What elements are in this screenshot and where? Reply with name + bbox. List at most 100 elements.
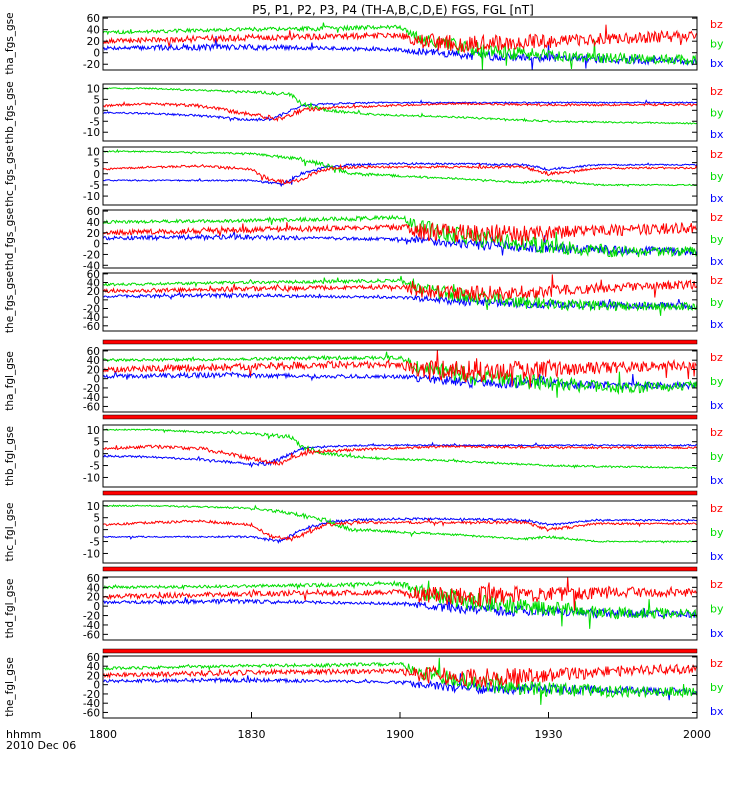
series-line-bz — [103, 517, 697, 542]
date-label: 2010 Dec 06 — [6, 739, 76, 752]
y-tick-label: -40 — [83, 392, 100, 404]
y-axis-label: thd_fgl_gse — [4, 579, 16, 639]
series-group — [103, 657, 697, 705]
y-tick-label: 0 — [93, 601, 100, 613]
series-line-bx — [103, 99, 697, 122]
y-tick-label: -40 — [83, 620, 100, 632]
y-tick-label: 20 — [87, 364, 100, 376]
y-tick-label: -60 — [83, 707, 100, 719]
y-tick-label: -20 — [83, 689, 100, 701]
y-axis-label: thd_fgs_gse — [4, 208, 16, 270]
y-axis-label: the_fgl_gse — [4, 657, 16, 717]
panel-frame — [102, 500, 698, 564]
series-line-by — [103, 428, 697, 470]
y-tick-label: 20 — [87, 592, 100, 604]
series-line-by — [103, 214, 697, 258]
series-group — [103, 22, 697, 70]
y-tick-label: -20 — [83, 303, 100, 315]
panel-frame — [102, 209, 698, 269]
legend-bx: bx — [710, 550, 724, 563]
legend-bx: bx — [710, 627, 724, 640]
y-axis-label: thb_fgs_gse — [4, 81, 16, 143]
series-line-bx — [103, 517, 697, 545]
series-group — [103, 148, 697, 188]
series-group — [103, 577, 697, 629]
flag-bar — [102, 566, 698, 572]
flag-bar — [102, 414, 698, 420]
flag-bar — [102, 648, 698, 654]
series-group — [103, 214, 697, 258]
series-line-bx — [103, 161, 697, 188]
panel-frame — [102, 146, 698, 206]
series-group — [103, 350, 697, 398]
series-line-by — [103, 148, 697, 188]
series-line-bz — [103, 100, 697, 122]
y-tick-label: -5 — [90, 537, 100, 549]
panel-frame — [102, 83, 698, 142]
x-tick-label: 1930 — [535, 728, 563, 741]
series-line-by — [103, 657, 697, 705]
series-line-by — [103, 579, 697, 629]
series-group — [103, 87, 697, 125]
x-tick-label: 1830 — [238, 728, 266, 741]
series-line-bz — [103, 24, 697, 54]
y-tick-label: -5 — [90, 461, 100, 473]
y-tick-label: 40 — [87, 661, 100, 673]
legend-bz: bz — [710, 274, 723, 287]
time-axis: 1800 1830 1900 1930 2000 — [89, 712, 711, 741]
series-line-bx — [103, 230, 697, 257]
y-axis-label: tha_fgs_gse — [4, 12, 16, 74]
y-axis-label: tha_fgl_gse — [4, 351, 16, 411]
legend-by: by — [710, 603, 724, 616]
legend-bx: bx — [710, 192, 724, 205]
y-tick-label: 0 — [93, 105, 100, 117]
y-tick-label: -5 — [90, 180, 100, 192]
legend-bz: bz — [710, 578, 723, 591]
series-group — [103, 274, 697, 316]
y-tick-label: 0 — [93, 239, 100, 251]
time-axis-row-label: hhmm — [6, 728, 41, 741]
series-line-bz — [103, 663, 697, 688]
flag-bar — [102, 339, 698, 345]
y-axis-label: thc_fgl_gse — [4, 503, 16, 562]
series-line-by — [103, 351, 697, 398]
y-tick-label: -5 — [90, 116, 100, 128]
y-tick-label: 5 — [93, 437, 100, 449]
series-line-bx — [103, 370, 697, 391]
y-tick-label: -40 — [83, 260, 100, 272]
series-line-bz — [103, 350, 697, 388]
legend-bz: bz — [710, 18, 723, 31]
x-tick-label: 1800 — [89, 728, 117, 741]
y-tick-label: 0 — [93, 48, 100, 60]
panel-frame — [102, 349, 698, 413]
legend-by: by — [710, 233, 724, 246]
y-tick-label: 5 — [93, 94, 100, 106]
y-tick-label: 0 — [93, 680, 100, 692]
y-tick-label: 5 — [93, 158, 100, 170]
series-line-bx — [103, 441, 697, 468]
legend-bz: bz — [710, 426, 723, 439]
legend-bz: bz — [710, 148, 723, 161]
series-line-bx — [103, 290, 697, 311]
y-tick-label: 0 — [93, 169, 100, 181]
y-tick-label: 60 — [87, 573, 100, 585]
legend-by: by — [710, 107, 724, 120]
x-tick-label: 1900 — [386, 728, 414, 741]
y-tick-label: 60 — [87, 652, 100, 664]
legend-bz: bz — [710, 657, 723, 670]
y-tick-label: 60 — [87, 13, 100, 25]
y-tick-label: 20 — [87, 228, 100, 240]
y-tick-label: 40 — [87, 25, 100, 37]
legend-by: by — [710, 450, 724, 463]
y-tick-label: 40 — [87, 278, 100, 290]
series-group — [103, 428, 697, 470]
legend-bx: bx — [710, 57, 724, 70]
legend-bx: bx — [710, 128, 724, 141]
legend-by: by — [710, 375, 724, 388]
y-tick-label: 60 — [87, 269, 100, 281]
y-tick-label: 10 — [87, 83, 100, 95]
